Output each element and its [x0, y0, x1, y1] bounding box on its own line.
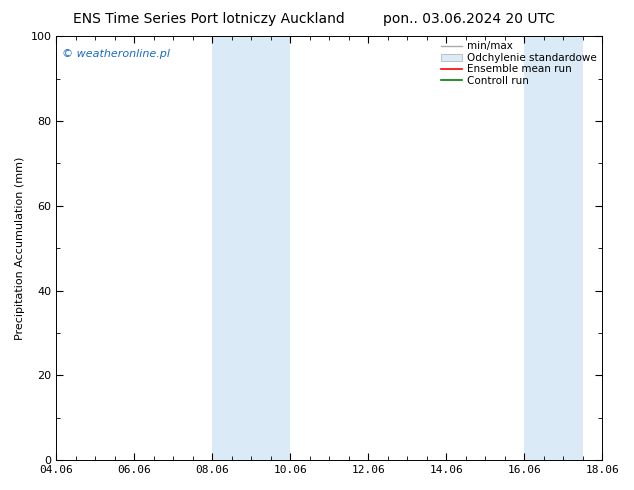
Text: ENS Time Series Port lotniczy Auckland: ENS Time Series Port lotniczy Auckland [74, 12, 345, 26]
Text: pon.. 03.06.2024 20 UTC: pon.. 03.06.2024 20 UTC [383, 12, 555, 26]
Legend: min/max, Odchylenie standardowe, Ensemble mean run, Controll run: min/max, Odchylenie standardowe, Ensembl… [439, 39, 599, 88]
Bar [524, 36, 583, 460]
Text: © weatheronline.pl: © weatheronline.pl [62, 49, 170, 59]
Bar [212, 36, 290, 460]
Y-axis label: Precipitation Accumulation (mm): Precipitation Accumulation (mm) [15, 156, 25, 340]
